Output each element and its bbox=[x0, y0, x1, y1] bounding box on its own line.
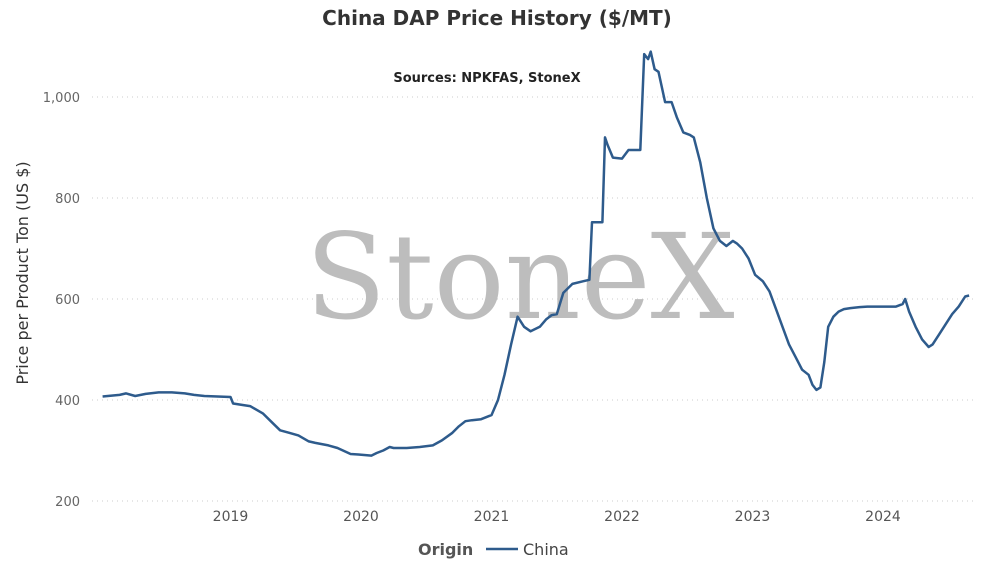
x-tick-label: 2023 bbox=[735, 509, 771, 525]
x-tick-label: 2022 bbox=[604, 509, 640, 525]
legend-item-china[interactable]: China bbox=[523, 540, 569, 559]
x-tick-label: 2024 bbox=[865, 509, 901, 525]
legend[interactable]: Origin China bbox=[418, 540, 569, 559]
x-axis-ticks: 2019 2020 2021 2022 2023 2024 bbox=[213, 509, 901, 525]
x-tick-label: 2021 bbox=[474, 509, 510, 525]
y-axis-label: Price per Product Ton (US $) bbox=[13, 161, 32, 384]
y-tick-label: 1,000 bbox=[43, 91, 80, 106]
y-tick-label: 800 bbox=[55, 192, 80, 207]
x-tick-label: 2019 bbox=[213, 509, 249, 525]
y-axis-ticks: 200 400 600 800 1,000 bbox=[43, 91, 80, 510]
series-line-china bbox=[102, 50, 970, 457]
gridlines bbox=[92, 96, 975, 502]
x-tick-label: 2020 bbox=[343, 509, 379, 525]
watermark: StoneX bbox=[305, 208, 734, 346]
y-tick-label: 600 bbox=[55, 293, 80, 308]
chart-title: China DAP Price History ($/MT) bbox=[322, 6, 672, 30]
legend-title: Origin bbox=[418, 540, 473, 559]
y-tick-label: 400 bbox=[55, 394, 80, 409]
chart-subtitle: Sources: NPKFAS, StoneX bbox=[393, 71, 580, 86]
y-tick-label: 200 bbox=[55, 495, 80, 510]
